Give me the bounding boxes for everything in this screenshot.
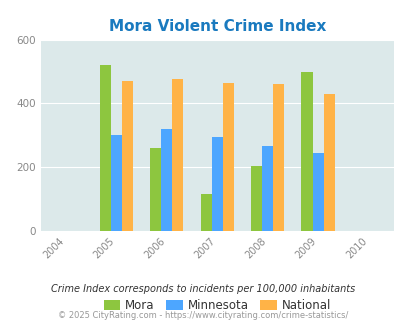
Bar — [273, 84, 283, 231]
Bar — [250, 166, 262, 231]
Bar — [172, 80, 183, 231]
Text: Crime Index corresponds to incidents per 100,000 inhabitants: Crime Index corresponds to incidents per… — [51, 284, 354, 294]
Bar — [323, 94, 334, 231]
Bar — [150, 148, 161, 231]
Bar — [122, 81, 132, 231]
Bar — [262, 147, 273, 231]
Bar — [312, 153, 323, 231]
Bar — [211, 137, 222, 231]
Title: Mora Violent Crime Index: Mora Violent Crime Index — [108, 19, 325, 34]
Bar — [301, 72, 312, 231]
Bar — [200, 194, 211, 231]
Bar — [161, 129, 172, 231]
Text: © 2025 CityRating.com - https://www.cityrating.com/crime-statistics/: © 2025 CityRating.com - https://www.city… — [58, 312, 347, 320]
Legend: Mora, Minnesota, National: Mora, Minnesota, National — [99, 294, 335, 317]
Bar — [99, 65, 111, 231]
Bar — [111, 135, 122, 231]
Bar — [222, 82, 233, 231]
